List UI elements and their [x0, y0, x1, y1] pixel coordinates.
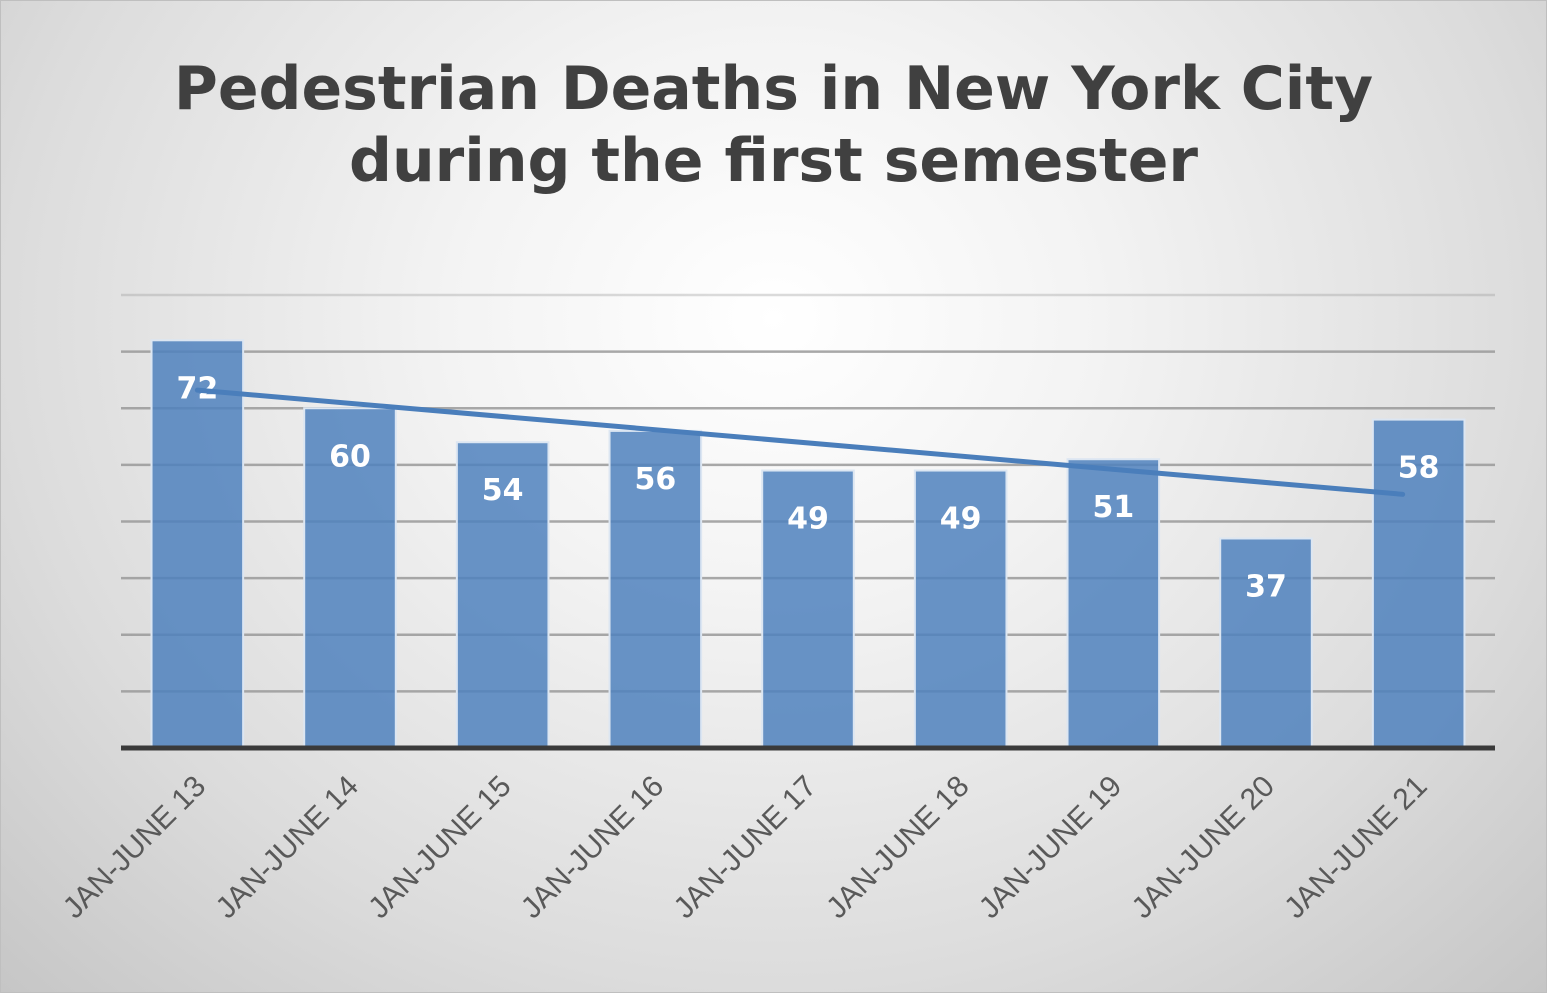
chart-title-line-1: Pedestrian Deaths in New York City — [173, 54, 1374, 124]
data-label: 49 — [787, 502, 829, 537]
data-label: 49 — [940, 502, 982, 537]
x-tick-label: JAN-JUNE 15 — [362, 770, 517, 925]
data-label: 37 — [1245, 569, 1287, 604]
x-tick-label: JAN-JUNE 20 — [1126, 770, 1281, 925]
chart-title: Pedestrian Deaths in New York City durin… — [1, 53, 1546, 197]
data-label: 58 — [1398, 451, 1440, 486]
bar — [1066, 458, 1161, 749]
bar — [913, 469, 1008, 749]
bar — [150, 339, 245, 749]
bar — [608, 429, 703, 749]
bar — [761, 469, 855, 749]
data-label: 54 — [482, 473, 524, 508]
data-label: 51 — [1092, 490, 1134, 525]
chart-title-line-2: during the first semester — [349, 126, 1198, 196]
x-tick-label: JAN-JUNE 19 — [973, 770, 1128, 925]
bar — [1371, 418, 1466, 749]
x-tick-label: JAN-JUNE 17 — [668, 770, 823, 925]
x-tick-label: JAN-JUNE 14 — [210, 770, 365, 925]
data-label: 60 — [329, 439, 371, 474]
x-tick-label: JAN-JUNE 18 — [820, 770, 975, 925]
bar — [455, 441, 550, 749]
trendline — [194, 387, 1406, 497]
bar — [303, 407, 397, 749]
bar — [1219, 537, 1313, 749]
x-tick-label: JAN-JUNE 13 — [57, 770, 212, 925]
x-tick-label: JAN-JUNE 16 — [515, 770, 670, 925]
data-label: 56 — [634, 462, 676, 497]
x-tick-label: JAN-JUNE 21 — [1278, 770, 1433, 925]
